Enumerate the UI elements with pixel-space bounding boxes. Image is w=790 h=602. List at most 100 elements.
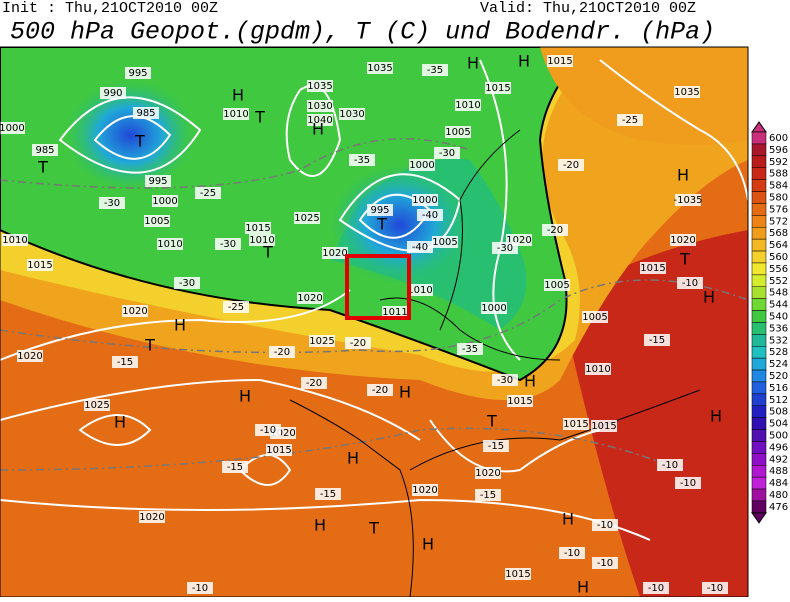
colorbar-swatch [751, 405, 767, 418]
label-box [644, 334, 670, 346]
label-box [657, 459, 683, 471]
contour-label: -15 [117, 357, 133, 368]
label-box [558, 159, 584, 171]
colorbar-swatch [751, 167, 767, 180]
contour-label: -25 [228, 302, 244, 313]
label-box [591, 420, 617, 432]
colorbar-label: 560 [769, 252, 788, 263]
colorbar-swatch [751, 191, 767, 204]
label-box [675, 194, 701, 206]
pressure-center-label: H [562, 510, 574, 529]
contour-label: 995 [128, 68, 147, 79]
label-box [144, 215, 170, 227]
label-box [17, 350, 43, 362]
pressure-center-label: H [422, 535, 434, 554]
contour-label: -35 [462, 344, 478, 355]
colorbar-label: 508 [769, 407, 788, 418]
pressure-center-label: T [262, 243, 273, 262]
contour-label: 1010 [249, 235, 274, 246]
pressure-center-label: H [710, 407, 722, 426]
pressure-center-label: H [174, 316, 186, 335]
label-box [122, 305, 148, 317]
contour-label: -30 [104, 198, 120, 209]
label-box [2, 234, 28, 246]
colorbar-label: 584 [769, 181, 788, 192]
label-box [223, 301, 249, 313]
pressure-center-label: H [703, 288, 715, 307]
colorbar-label: 504 [769, 419, 788, 430]
contour-label: -1035 [673, 195, 702, 206]
label-box [315, 488, 341, 500]
contour-label: -10 [648, 583, 664, 594]
contour-label: -15 [488, 441, 504, 452]
colorbar-label: 524 [769, 359, 788, 370]
label-box [592, 557, 618, 569]
label-box [100, 87, 126, 99]
label-box [485, 82, 511, 94]
label-box [112, 356, 138, 368]
colorbar-swatch [751, 250, 767, 264]
contour-label: -15 [649, 335, 665, 346]
colorbar-label: 500 [769, 431, 788, 442]
contour-label: 1020 [122, 306, 147, 317]
map-title: 500 hPa Geopot.(gpdm), T (C) und Bodendr… [10, 18, 715, 47]
label-box [563, 418, 589, 430]
colorbar-label: 556 [769, 264, 788, 275]
label-box [640, 262, 666, 274]
contour-label: -20 [306, 378, 322, 389]
contour-label: -10 [597, 520, 613, 531]
ridge-region [540, 47, 748, 145]
label-box [301, 377, 327, 389]
pressure-center-label: T [376, 215, 387, 234]
colorbar-label: 496 [769, 442, 788, 453]
colorbar-label: 528 [769, 347, 788, 358]
contour-label: 1010 [455, 100, 480, 111]
label-box [269, 346, 295, 358]
label-box [145, 175, 171, 187]
colorbar-label: 576 [769, 204, 788, 215]
contour-label: -25 [622, 115, 638, 126]
label-box [677, 277, 703, 289]
label-box [492, 242, 518, 254]
label-box [187, 582, 213, 594]
colorbar-swatch [751, 215, 767, 228]
label-box [249, 234, 275, 246]
contour-label: 1020 [670, 235, 695, 246]
pressure-center-label: H [467, 54, 479, 73]
pressure-center-label: H [239, 387, 251, 406]
colorbar-swatch [751, 465, 767, 478]
contour-label: -15 [480, 490, 496, 501]
contour-label: 1020 [139, 512, 164, 523]
init-text: Init : Thu,21OCT2010 00Z [2, 0, 218, 17]
label-box [297, 292, 323, 304]
contour-label: 1015 [245, 223, 270, 234]
contour-label: -10 [192, 583, 208, 594]
label-box [0, 122, 25, 134]
label-box [307, 80, 333, 92]
colorbar-label: 564 [769, 240, 788, 251]
pressure-center-label: H [114, 413, 126, 432]
contour-label: -15 [227, 462, 243, 473]
contour-label: -10 [707, 583, 723, 594]
colorbar-swatch [751, 143, 767, 157]
label-box [582, 311, 608, 323]
label-box [307, 100, 333, 112]
colorbar-swatch [751, 238, 767, 252]
pressure-center-label: T [134, 132, 145, 151]
contour-label: 1015 [27, 260, 52, 271]
colorbar-label: 600 [769, 133, 788, 144]
pressure-center-label: T [486, 412, 497, 431]
label-box [407, 284, 433, 296]
label-box [492, 374, 518, 386]
contour-label: 1035 [307, 81, 332, 92]
contour-label: 1020 [475, 468, 500, 479]
contour-label: 985 [35, 145, 54, 156]
colorbar-label: 568 [769, 228, 788, 239]
contour-label: -40 [422, 210, 438, 221]
label-box [322, 247, 348, 259]
pressure-center-label: H [677, 166, 689, 185]
label-box [617, 114, 643, 126]
contour-label: 1010 [157, 239, 182, 250]
label-box [409, 159, 435, 171]
colorbar-swatch [751, 381, 767, 395]
